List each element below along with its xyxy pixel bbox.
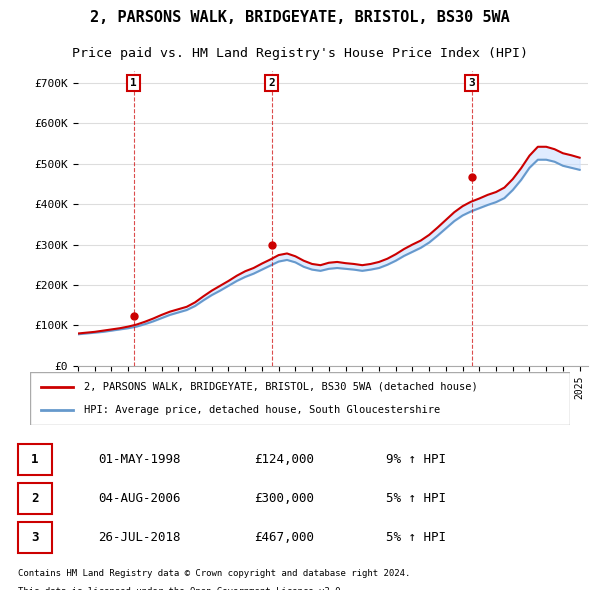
Text: 26-JUL-2018: 26-JUL-2018 [98, 530, 181, 543]
Text: 2: 2 [31, 491, 39, 504]
Text: £467,000: £467,000 [254, 530, 314, 543]
FancyBboxPatch shape [18, 444, 52, 475]
Text: £300,000: £300,000 [254, 491, 314, 504]
Text: 1: 1 [130, 78, 137, 88]
Text: 2: 2 [268, 78, 275, 88]
Text: Contains HM Land Registry data © Crown copyright and database right 2024.: Contains HM Land Registry data © Crown c… [18, 569, 410, 578]
FancyBboxPatch shape [18, 522, 52, 553]
Text: 5% ↑ HPI: 5% ↑ HPI [386, 491, 446, 504]
Text: 3: 3 [31, 530, 39, 543]
Text: 2, PARSONS WALK, BRIDGEYATE, BRISTOL, BS30 5WA (detached house): 2, PARSONS WALK, BRIDGEYATE, BRISTOL, BS… [84, 382, 478, 392]
Text: 2, PARSONS WALK, BRIDGEYATE, BRISTOL, BS30 5WA: 2, PARSONS WALK, BRIDGEYATE, BRISTOL, BS… [90, 10, 510, 25]
FancyBboxPatch shape [18, 483, 52, 514]
Text: 01-MAY-1998: 01-MAY-1998 [98, 453, 181, 466]
Text: 9% ↑ HPI: 9% ↑ HPI [386, 453, 446, 466]
Text: Price paid vs. HM Land Registry's House Price Index (HPI): Price paid vs. HM Land Registry's House … [72, 47, 528, 60]
Text: HPI: Average price, detached house, South Gloucestershire: HPI: Average price, detached house, Sout… [84, 405, 440, 415]
Text: This data is licensed under the Open Government Licence v3.0.: This data is licensed under the Open Gov… [18, 587, 346, 590]
Text: 1: 1 [31, 453, 39, 466]
Text: 3: 3 [469, 78, 475, 88]
Text: 5% ↑ HPI: 5% ↑ HPI [386, 530, 446, 543]
Text: 04-AUG-2006: 04-AUG-2006 [98, 491, 181, 504]
Text: £124,000: £124,000 [254, 453, 314, 466]
